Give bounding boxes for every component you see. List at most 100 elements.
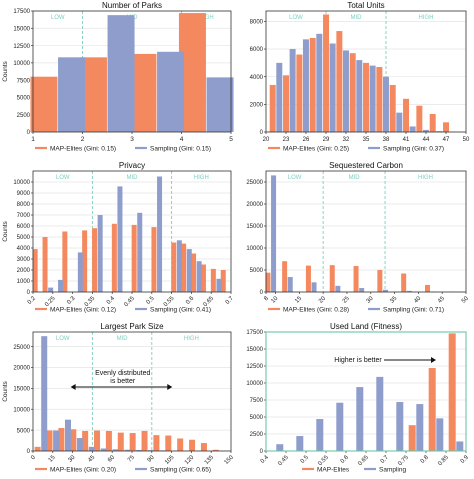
- map-elites-bar: [363, 62, 370, 132]
- map-elites-bar: [296, 54, 303, 133]
- map-elites-bar: [429, 114, 436, 132]
- y-tick-label: 17500: [246, 330, 263, 336]
- sampling-bar: [382, 289, 388, 292]
- map-elites-bar: [92, 228, 98, 292]
- y-tick-label: 15000: [246, 347, 263, 353]
- region-label: MID: [127, 175, 139, 181]
- y-tick-label: 0: [260, 290, 264, 296]
- sampling-bar: [216, 278, 222, 292]
- map-elites-bar: [403, 98, 410, 132]
- y-tick-label: 8000: [17, 202, 31, 208]
- map-elites-bar: [82, 230, 88, 292]
- y-axis-label: Counts: [2, 380, 9, 401]
- sampling-bar: [186, 249, 192, 292]
- map-elites-bar: [189, 439, 196, 451]
- chart-panel-2: 0 2000 4000 6000 8000 20 23 26 29 32 35 38 41 44 47 50 L…: [250, 1, 470, 152]
- y-tick-label: 3000: [17, 257, 31, 263]
- x-tick-label: 0.7: [380, 454, 391, 465]
- sampling-bar: [117, 186, 123, 292]
- region-label: LOW: [51, 15, 65, 21]
- map-elites-bar: [62, 231, 68, 292]
- map-elites-bar: [151, 227, 157, 292]
- x-tick-label: 60: [107, 454, 116, 463]
- sampling-bar: [196, 261, 202, 292]
- sampling-bar: [376, 376, 384, 451]
- chart-title: Number of Parks: [102, 1, 162, 10]
- x-tick-label: 0.85: [437, 454, 450, 467]
- axes-frame: [265, 10, 467, 133]
- region-label: HIGH: [418, 175, 433, 181]
- map-elites-bar: [220, 270, 226, 292]
- x-tick-label: 20: [263, 137, 270, 143]
- sampling-bar: [58, 57, 86, 132]
- sampling-bar: [107, 15, 135, 132]
- sampling-bar: [136, 449, 143, 451]
- sampling-bar: [406, 290, 412, 292]
- x-tick-label: 23: [283, 137, 290, 143]
- legend-label: MAP-Elites (Gini: 0.28): [283, 306, 349, 313]
- x-tick-label: 50: [463, 137, 470, 143]
- sampling-bar: [296, 436, 304, 451]
- sampling-bar: [41, 336, 48, 451]
- map-elites-bar: [42, 237, 48, 292]
- x-tick-label: 44: [423, 137, 430, 143]
- sampling-bar: [48, 287, 54, 292]
- legend-label: MAP-Elites (Gini: 0.15): [50, 145, 116, 152]
- map-elites-bar: [111, 223, 117, 292]
- sampling-bar: [64, 419, 71, 451]
- x-tick-label: 5: [229, 136, 233, 143]
- y-tick-label: 0: [260, 449, 264, 455]
- legend-label: Sampling (Gini: 0.65): [150, 466, 211, 473]
- sampling-bar: [436, 418, 444, 451]
- map-elites-bar: [269, 84, 276, 132]
- x-tick-label: 40: [413, 295, 422, 304]
- x-tick-label: 10: [270, 295, 279, 304]
- y-tick-label: 7500: [17, 78, 31, 84]
- x-tick-label: 45: [437, 295, 446, 304]
- map-elites-bar: [408, 425, 416, 451]
- x-tick-label: 26: [303, 137, 310, 143]
- chart-panel-3: 0 1000 2000 3000 4000 5000 6000 7000 8000 9000 100…: [2, 161, 235, 313]
- sampling-bar: [359, 288, 365, 292]
- y-tick-label: 6000: [250, 47, 264, 53]
- legend-label: Sampling (Gini: 0.15): [150, 145, 211, 152]
- x-tick-label: 0.5: [300, 454, 311, 465]
- x-tick-label: 1: [31, 136, 35, 143]
- map-elites-bar: [353, 266, 359, 292]
- map-elites-bar: [82, 430, 89, 451]
- sampling-bar: [436, 131, 443, 132]
- sampling-bar: [276, 444, 284, 451]
- y-tick-label: 15000: [13, 26, 30, 32]
- y-tick-label: 15000: [13, 387, 30, 393]
- y-tick-label: 8000: [250, 20, 264, 26]
- sampling-bar: [112, 449, 119, 451]
- map-elites-bar: [177, 438, 184, 451]
- map-elites-bar: [34, 446, 41, 451]
- map-elites-bar: [58, 428, 65, 451]
- chart-title: Used Land (Fitness): [330, 322, 402, 331]
- y-tick-label: 9000: [17, 191, 31, 197]
- region-label: HIGH: [194, 175, 209, 181]
- y-tick-label: 25000: [13, 345, 30, 351]
- y-tick-label: 5000: [250, 268, 264, 274]
- sampling-bar: [287, 277, 293, 292]
- sampling-bar: [124, 449, 131, 451]
- y-tick-label: 4000: [17, 246, 31, 252]
- region-label: LOW: [56, 175, 70, 181]
- x-tick-label: 0.8: [420, 454, 431, 465]
- sampling-bar: [97, 215, 103, 292]
- legend-label: MAP-Elites (Gini: 0.25): [283, 145, 349, 152]
- x-tick-label: 90: [147, 454, 156, 463]
- x-tick-label: 38: [383, 137, 390, 143]
- sampling-bar: [329, 43, 336, 132]
- x-tick-label: 0.4: [260, 454, 271, 465]
- map-elites-bar: [282, 261, 288, 292]
- chart-panel-6: 0 2500 5000 7500 10000 12500 15000 17500 0.4 0.45…: [246, 322, 470, 473]
- map-elites-bar: [105, 430, 112, 451]
- x-tick-label: 15: [294, 295, 303, 304]
- map-elites-bar: [323, 14, 330, 132]
- y-tick-label: 0: [260, 130, 264, 136]
- x-tick-label: 0.6: [185, 295, 196, 306]
- legend-label: MAP-Elites (Gini: 0.20): [50, 466, 116, 473]
- axes-frame: [32, 10, 232, 133]
